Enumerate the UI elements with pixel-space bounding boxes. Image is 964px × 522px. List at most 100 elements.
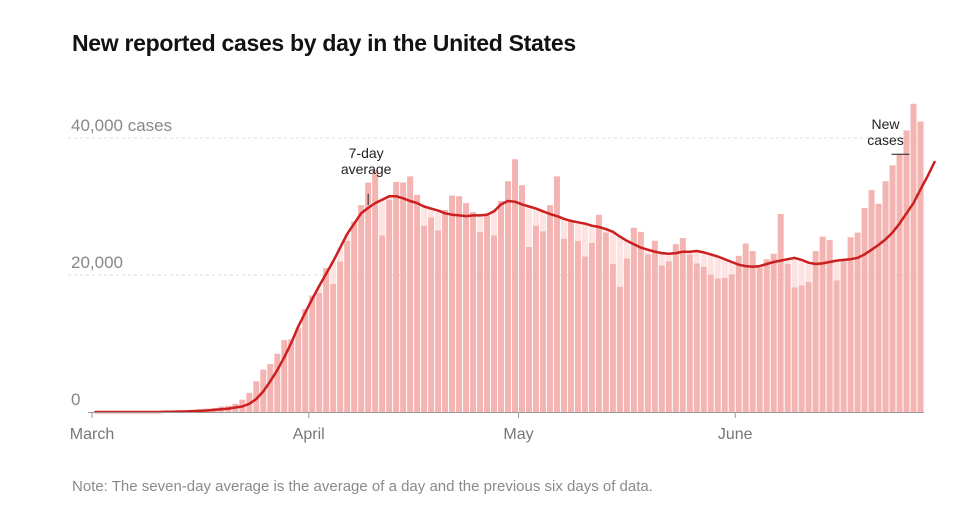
bar: [539, 231, 546, 412]
bar: [498, 201, 505, 412]
bar: [323, 268, 330, 412]
bar: [470, 211, 477, 412]
average-area-segment: [525, 206, 532, 247]
bar: [882, 181, 889, 412]
average-area-segment: [316, 285, 323, 293]
bar: [532, 225, 539, 412]
chart-note: Note: The seven-day average is the avera…: [72, 478, 653, 495]
bar: [875, 203, 882, 412]
average-area: [295, 196, 847, 329]
average-area-segment: [602, 229, 609, 233]
average-area-segment: [686, 251, 693, 255]
average-area-segment: [658, 253, 665, 266]
bar: [728, 274, 735, 412]
average-area-segment: [379, 199, 386, 236]
average-area-segment: [623, 240, 630, 259]
bar: [889, 165, 896, 412]
average-area-segment: [491, 211, 498, 236]
bar: [756, 267, 763, 412]
average-area-segment: [714, 256, 721, 279]
bar: [400, 182, 407, 412]
bar: [253, 381, 260, 412]
bar: [553, 176, 560, 412]
y-tick-label: 40,000 cases: [71, 116, 172, 135]
bar: [665, 261, 672, 412]
bar: [791, 287, 798, 412]
bar: [295, 328, 302, 412]
bar: [393, 181, 400, 412]
average-area-segment: [798, 259, 805, 286]
bar: [840, 260, 847, 412]
bar: [588, 242, 595, 412]
average-area-segment: [539, 211, 546, 232]
average-area-segment: [386, 196, 393, 200]
bar: [742, 243, 749, 412]
bar: [819, 236, 826, 412]
bar: [449, 195, 456, 412]
bar: [567, 220, 574, 412]
bar: [616, 286, 623, 412]
average-area-segment: [344, 233, 351, 241]
bar: [672, 244, 679, 412]
average-area-segment: [337, 247, 344, 262]
bar: [267, 364, 274, 412]
average-area-segment: [616, 236, 623, 287]
bar: [721, 277, 728, 412]
bar: [644, 254, 651, 412]
bar: [435, 230, 442, 412]
bar: [288, 339, 295, 412]
bar: [581, 256, 588, 412]
y-tick-label: 0: [71, 390, 80, 409]
bar: [651, 240, 658, 412]
average-area-segment: [693, 251, 700, 264]
bar: [896, 153, 903, 412]
bar: [560, 238, 567, 412]
bar: [812, 251, 819, 412]
bar: [707, 274, 714, 412]
annotation-label: cases: [867, 132, 904, 148]
bar: [623, 258, 630, 412]
average-area-segment: [644, 249, 651, 255]
bar: [463, 203, 470, 412]
bar: [358, 205, 365, 412]
bar: [386, 199, 393, 412]
bar: [770, 253, 777, 412]
bar: [798, 285, 805, 412]
bar: [511, 159, 518, 412]
x-axis-labels: March April May June: [70, 412, 753, 443]
bar: [414, 194, 421, 412]
average-area-segment: [721, 259, 728, 278]
bar: [428, 217, 435, 412]
x-tick-label: May: [503, 426, 533, 443]
bar: [491, 235, 498, 412]
bar: [574, 240, 581, 412]
annotation-label: average: [341, 161, 392, 177]
chart-title: New reported cases by day in the United …: [72, 30, 576, 56]
bar: [505, 181, 511, 412]
bar: [525, 246, 532, 412]
bar: [351, 221, 358, 412]
average-area-segment: [791, 257, 798, 288]
average-area-segment: [560, 218, 567, 239]
bar: [337, 261, 344, 412]
bar: [602, 232, 609, 412]
bar: [595, 214, 602, 412]
bar: [749, 251, 756, 412]
bar: [910, 103, 917, 412]
bar: [372, 170, 379, 412]
bar: [679, 238, 686, 412]
average-area-segment: [833, 260, 840, 281]
x-tick-label: April: [293, 426, 325, 443]
bar: [365, 182, 372, 412]
bar: [686, 254, 693, 412]
average-area-segment: [707, 254, 714, 275]
average-area-segment: [700, 252, 707, 267]
y-tick-label: 20,000: [71, 253, 123, 272]
bar: [693, 263, 700, 412]
bar: [274, 353, 281, 412]
bar: [281, 340, 288, 412]
bar: [854, 232, 861, 412]
bar: [777, 214, 784, 412]
